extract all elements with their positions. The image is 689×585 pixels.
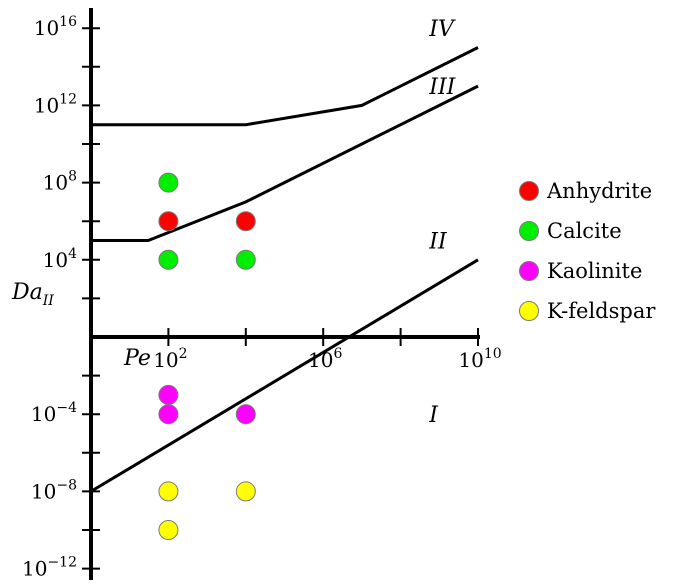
legend-label: Calcite <box>547 219 622 243</box>
regime-boundary-line <box>91 46 479 127</box>
legend-label: K-feldspar <box>547 299 656 323</box>
legend-marker <box>519 301 539 321</box>
y-tick-label: 1012 <box>34 91 77 117</box>
y-tick-label: 1016 <box>34 14 77 40</box>
region-label: I <box>428 403 439 428</box>
data-point-calcite <box>158 172 179 193</box>
data-point-k-feldspar <box>235 481 256 502</box>
x-axis-label: Pe <box>123 346 151 371</box>
region-label: III <box>428 75 456 100</box>
data-point-anhydrite <box>158 211 179 232</box>
y-axis-label: DaII <box>11 280 54 309</box>
legend-label: Anhydrite <box>546 179 652 203</box>
region-label: IV <box>428 17 456 42</box>
regime-boundary-line <box>90 258 479 493</box>
data-point-kaolinite <box>158 384 179 405</box>
legend-marker <box>519 261 539 281</box>
x-tick-label: 1010 <box>458 346 501 372</box>
y-tick-label: 10−8 <box>31 477 77 503</box>
x-tick-label: 102 <box>153 346 187 372</box>
data-point-calcite <box>235 249 256 270</box>
legend-label: Kaolinite <box>547 259 642 283</box>
data-point-kaolinite <box>235 404 256 425</box>
y-tick-label: 10−12 <box>22 555 77 581</box>
data-point-anhydrite <box>235 211 256 232</box>
y-tick-label: 10−4 <box>31 400 77 426</box>
y-tick-label: 104 <box>43 246 77 272</box>
regime-boundary-line <box>91 84 479 242</box>
data-point-kaolinite <box>158 404 179 425</box>
y-tick-label: 108 <box>43 169 77 195</box>
legend-marker <box>519 221 539 241</box>
data-point-k-feldspar <box>158 481 179 502</box>
region-label: II <box>428 230 448 255</box>
legend-marker <box>519 181 539 201</box>
data-point-k-feldspar <box>158 520 179 540</box>
data-point-calcite <box>158 249 179 270</box>
